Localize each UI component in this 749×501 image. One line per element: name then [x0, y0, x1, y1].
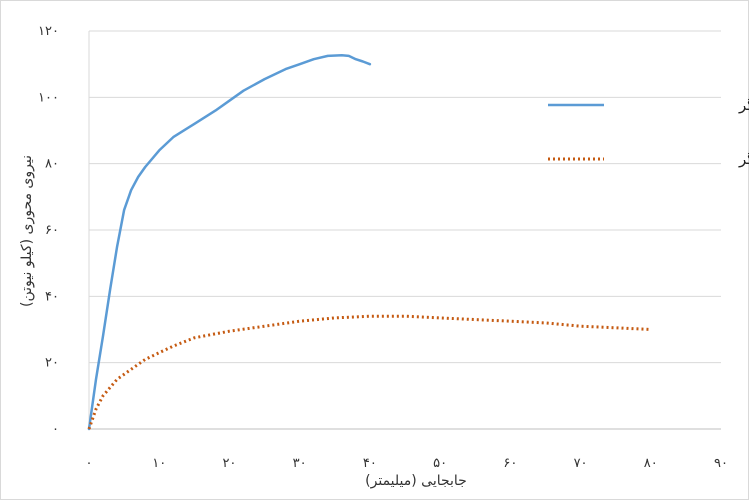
x-tick-label: ۹۰: [714, 456, 728, 471]
y-tick-label: ۲۰: [45, 356, 59, 371]
gridlines: [89, 30, 721, 364]
series-line-2: [87, 314, 651, 430]
y-axis-title: نیروی محوری (کیلو نیوتن): [19, 155, 35, 307]
x-tick-label: ۴۰: [363, 456, 377, 471]
x-axis-title: جابجایی (میلیمتر): [365, 473, 467, 489]
x-tick-label: ۷۰: [574, 456, 588, 471]
y-tick-labels: ۰ ۲۰ ۴۰ ۶۰ ۸۰ ۱۰۰ ۱۲۰: [38, 24, 59, 437]
legend-label-2: نمونه بدون میراگر: [738, 150, 749, 168]
y-tick-label: ۱۲۰: [38, 24, 59, 39]
x-tick-label: ۸۰: [644, 456, 658, 471]
y-tick-label: ۰: [52, 422, 59, 437]
x-tick-labels: ۰ ۱۰ ۲۰ ۳۰ ۴۰ ۵۰ ۶۰ ۷۰ ۸۰ ۹۰: [86, 456, 728, 471]
legend: نمونه دارای میراگر نمونه بدون میراگر: [548, 96, 749, 168]
series-lines: [87, 53, 651, 431]
x-tick-label: ۶۰: [503, 456, 517, 471]
y-tick-label: ۸۰: [45, 157, 59, 172]
x-tick-label: ۳۰: [293, 456, 307, 471]
y-tick-label: ۴۰: [45, 289, 59, 304]
x-tick-label: ۲۰: [222, 456, 236, 471]
series-line-1: [87, 53, 372, 431]
axes: [88, 31, 721, 430]
x-tick-label: ۰: [86, 456, 93, 471]
x-tick-label: ۱۰: [152, 456, 166, 471]
legend-label-1: نمونه دارای میراگر: [738, 96, 749, 114]
x-tick-label: ۵۰: [433, 456, 447, 471]
y-tick-label: ۱۰۰: [38, 90, 59, 105]
y-tick-label: ۶۰: [45, 223, 59, 238]
